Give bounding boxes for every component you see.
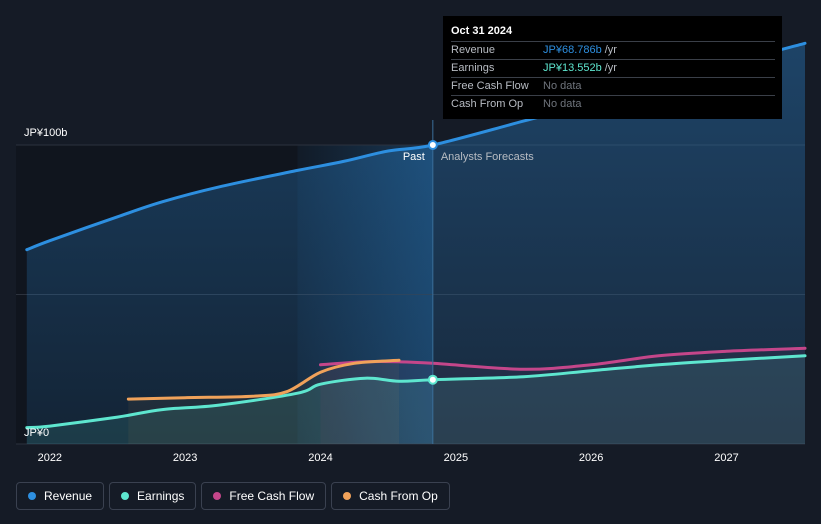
tooltip-row: Free Cash Flow No data bbox=[451, 77, 775, 95]
tooltip-row-value: JP¥13.552b bbox=[543, 62, 602, 74]
legend-label: Cash From Op bbox=[359, 489, 438, 503]
x-tick-label: 2027 bbox=[714, 452, 738, 464]
legend-label: Free Cash Flow bbox=[229, 489, 315, 503]
legend-dot-icon bbox=[343, 492, 352, 500]
tooltip-date: Oct 31 2024 bbox=[451, 25, 513, 37]
x-tick-label: 2024 bbox=[308, 452, 332, 464]
legend-item-cash-from-op[interactable]: Cash From Op bbox=[331, 482, 450, 510]
tooltip-row-unit: /yr bbox=[604, 62, 617, 74]
tooltip-row: Cash From Op No data bbox=[451, 95, 775, 113]
x-tick-label: 2025 bbox=[444, 452, 468, 464]
legend-label: Earnings bbox=[137, 489, 185, 503]
tooltip-row-label: Earnings bbox=[451, 62, 495, 74]
earnings-highlight-point bbox=[427, 374, 438, 385]
earnings-line bbox=[25, 354, 807, 430]
tooltip: Oct 31 2024 Revenue JP¥68.786b/yr Earnings… bbox=[443, 16, 782, 119]
cash-from-op-line bbox=[126, 358, 401, 401]
tooltip-row-value: No data bbox=[543, 80, 582, 92]
x-tick-label: 2023 bbox=[173, 452, 197, 464]
legend-item-free-cash-flow[interactable]: Free Cash Flow bbox=[201, 482, 327, 510]
tooltip-row: Revenue JP¥68.786b/yr bbox=[451, 41, 775, 59]
tooltip-row-label: Cash From Op bbox=[451, 98, 524, 110]
forecast-label: Analysts Forecasts bbox=[441, 151, 534, 163]
tooltip-row: Earnings JP¥13.552b/yr bbox=[451, 59, 775, 77]
free-cash-flow-area bbox=[320, 348, 805, 444]
tooltip-row-value: No data bbox=[543, 98, 582, 110]
legend-item-revenue[interactable]: Revenue bbox=[16, 482, 105, 510]
x-tick-label: 2022 bbox=[38, 452, 62, 464]
x-tick-label: 2026 bbox=[579, 452, 603, 464]
tooltip-row-label: Revenue bbox=[451, 44, 496, 56]
legend: Revenue Earnings Free Cash Flow Cash From O… bbox=[16, 482, 450, 510]
legend-dot-icon bbox=[121, 492, 130, 500]
y-axis-bottom-label: JP¥0 bbox=[24, 427, 49, 439]
past-label: Past bbox=[403, 151, 425, 163]
revenue-highlight-point bbox=[427, 140, 438, 150]
revenue-area bbox=[26, 43, 806, 445]
y-axis-top-label: JP¥100b bbox=[24, 127, 67, 139]
tooltip-row-label: Free Cash Flow bbox=[451, 80, 529, 92]
tooltip-row-unit: /yr bbox=[604, 44, 617, 56]
tooltip-row-value: JP¥68.786b bbox=[543, 44, 602, 56]
legend-item-earnings[interactable]: Earnings bbox=[109, 482, 197, 510]
earnings-area bbox=[26, 355, 806, 444]
legend-label: Revenue bbox=[44, 489, 93, 503]
legend-dot-icon bbox=[213, 492, 222, 500]
legend-dot-icon bbox=[28, 492, 36, 500]
